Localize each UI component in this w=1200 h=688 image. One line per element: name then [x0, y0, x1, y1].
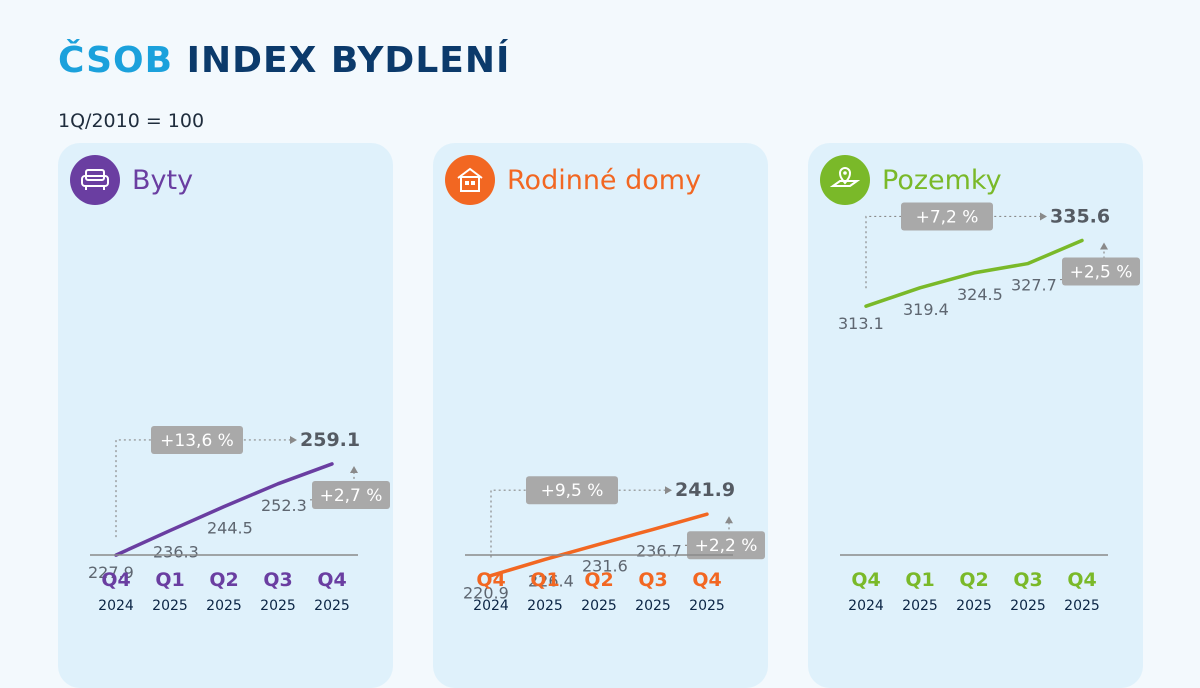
yoy-badge	[901, 202, 993, 231]
chart-byty: 227.9 236.3 244.5 252.3 259.1 +13,6 % +2,7 % Q4…	[88, 425, 390, 614]
x-tick-year: 2025	[956, 598, 992, 614]
yoy-badge-text: +13,6 %	[160, 431, 234, 451]
x-tick-quarter: Q1	[905, 569, 934, 591]
data-label: 227.9	[88, 563, 134, 582]
end-value-label: 335.6	[1050, 205, 1110, 227]
x-tick-quarter: Q3	[638, 569, 667, 591]
qoq-arrowhead	[350, 465, 358, 473]
data-label: 313.1	[838, 314, 884, 333]
yoy-arrowhead	[1040, 212, 1047, 221]
x-tick-year: 2025	[1064, 598, 1100, 614]
x-tick-quarter: Q1	[530, 569, 559, 591]
x-tick-quarter: Q4	[317, 569, 346, 591]
data-label: 327.7	[1011, 276, 1057, 295]
x-tick-year: 2024	[98, 598, 134, 614]
title-text: INDEX BYDLENÍ	[186, 40, 511, 81]
x-tick-quarter: Q4	[476, 569, 505, 591]
end-value-label: 241.9	[675, 479, 735, 501]
x-tick-quarter: Q4	[1067, 569, 1096, 591]
brand-name: ČSOB	[58, 40, 174, 81]
house-icon	[445, 155, 495, 205]
x-tick-year: 2025	[689, 598, 725, 614]
panel-header: Pozemky	[820, 155, 1002, 205]
map-pin-icon	[820, 155, 870, 205]
yoy-badge	[526, 476, 618, 505]
data-label: 252.3	[261, 496, 307, 515]
qoq-badge	[312, 480, 390, 509]
data-label: 319.4	[903, 300, 949, 319]
x-tick-quarter: Q4	[101, 569, 130, 591]
yoy-badge-text: +7,2 %	[916, 207, 979, 227]
x-tick-year: 2025	[1010, 598, 1046, 614]
x-tick-year: 2025	[206, 598, 242, 614]
qoq-arrowhead	[1100, 242, 1108, 250]
data-label: 236.7	[636, 541, 682, 560]
chart-pozemky: 313.1 319.4 324.5 327.7 335.6 +7,2 % +2,5 % Q4 2…	[838, 202, 1140, 614]
qoq-arrowhead	[725, 516, 733, 524]
data-label: 220.9	[463, 584, 509, 603]
yoy-arrowhead	[665, 486, 672, 495]
panel-pozemky: Pozemky 313.1 319.4 324.5 327.7 335.6 +7,2 % +…	[808, 143, 1143, 688]
x-tick-year: 2025	[152, 598, 188, 614]
panel-title: Byty	[132, 164, 194, 196]
x-tick-quarter: Q4	[851, 569, 880, 591]
qoq-badge	[1062, 257, 1140, 286]
end-value-label: 259.1	[300, 429, 360, 451]
x-tick-year: 2025	[902, 598, 938, 614]
x-tick-quarter: Q2	[209, 569, 238, 591]
page-title: ČSOB INDEX BYDLENÍ	[58, 40, 510, 81]
qoq-badge	[687, 531, 765, 560]
panel-header: Byty	[70, 155, 193, 205]
x-tick-quarter: Q3	[1013, 569, 1042, 591]
yoy-connector	[865, 215, 1040, 289]
data-label: 236.3	[153, 543, 199, 562]
series-line	[489, 512, 709, 578]
data-label: 244.5	[207, 519, 253, 538]
panel-title: Pozemky	[882, 164, 1002, 196]
yoy-arrowhead	[290, 435, 297, 444]
x-tick-quarter: Q3	[263, 569, 292, 591]
x-tick-year: 2025	[581, 598, 617, 614]
yoy-badge-text: +9,5 %	[541, 481, 604, 501]
x-tick-year: 2025	[314, 598, 350, 614]
chart-rodinne-domy: 220.9 226.4 231.6 236.7 241.9 +9,5 % +2,2 % Q4 2…	[463, 476, 765, 614]
base-period-note: 1Q/2010 = 100	[58, 110, 205, 132]
panel-title: Rodinné domy	[507, 164, 702, 196]
x-tick-quarter: Q4	[692, 569, 721, 591]
x-tick-quarter: Q2	[959, 569, 988, 591]
yoy-badge	[151, 425, 243, 454]
panel-rodinne-domy: Rodinné domy 220.9 226.4 231.6 236.7 241.9 +9…	[433, 143, 768, 688]
series-line	[864, 238, 1084, 308]
x-tick-year: 2025	[635, 598, 671, 614]
panel-header: Rodinné domy	[445, 155, 701, 205]
qoq-badge-text: +2,5 %	[1070, 262, 1133, 282]
x-tick-year: 2025	[260, 598, 296, 614]
data-label: 324.5	[957, 285, 1003, 304]
x-tick-quarter: Q2	[584, 569, 613, 591]
data-label: 226.4	[528, 571, 574, 590]
x-tick-year: 2024	[473, 598, 509, 614]
sofa-icon	[70, 155, 120, 205]
data-label: 231.6	[582, 556, 628, 575]
x-tick-year: 2024	[848, 598, 884, 614]
qoq-badge-text: +2,7 %	[320, 486, 383, 506]
panel-byty: Byty 227.9 236.3 244.5 252.3 259.1 +13,6 % +2,…	[58, 143, 393, 688]
qoq-badge-text: +2,2 %	[695, 536, 758, 556]
series-line	[114, 462, 334, 557]
x-tick-quarter: Q1	[155, 569, 184, 591]
x-tick-year: 2025	[527, 598, 563, 614]
